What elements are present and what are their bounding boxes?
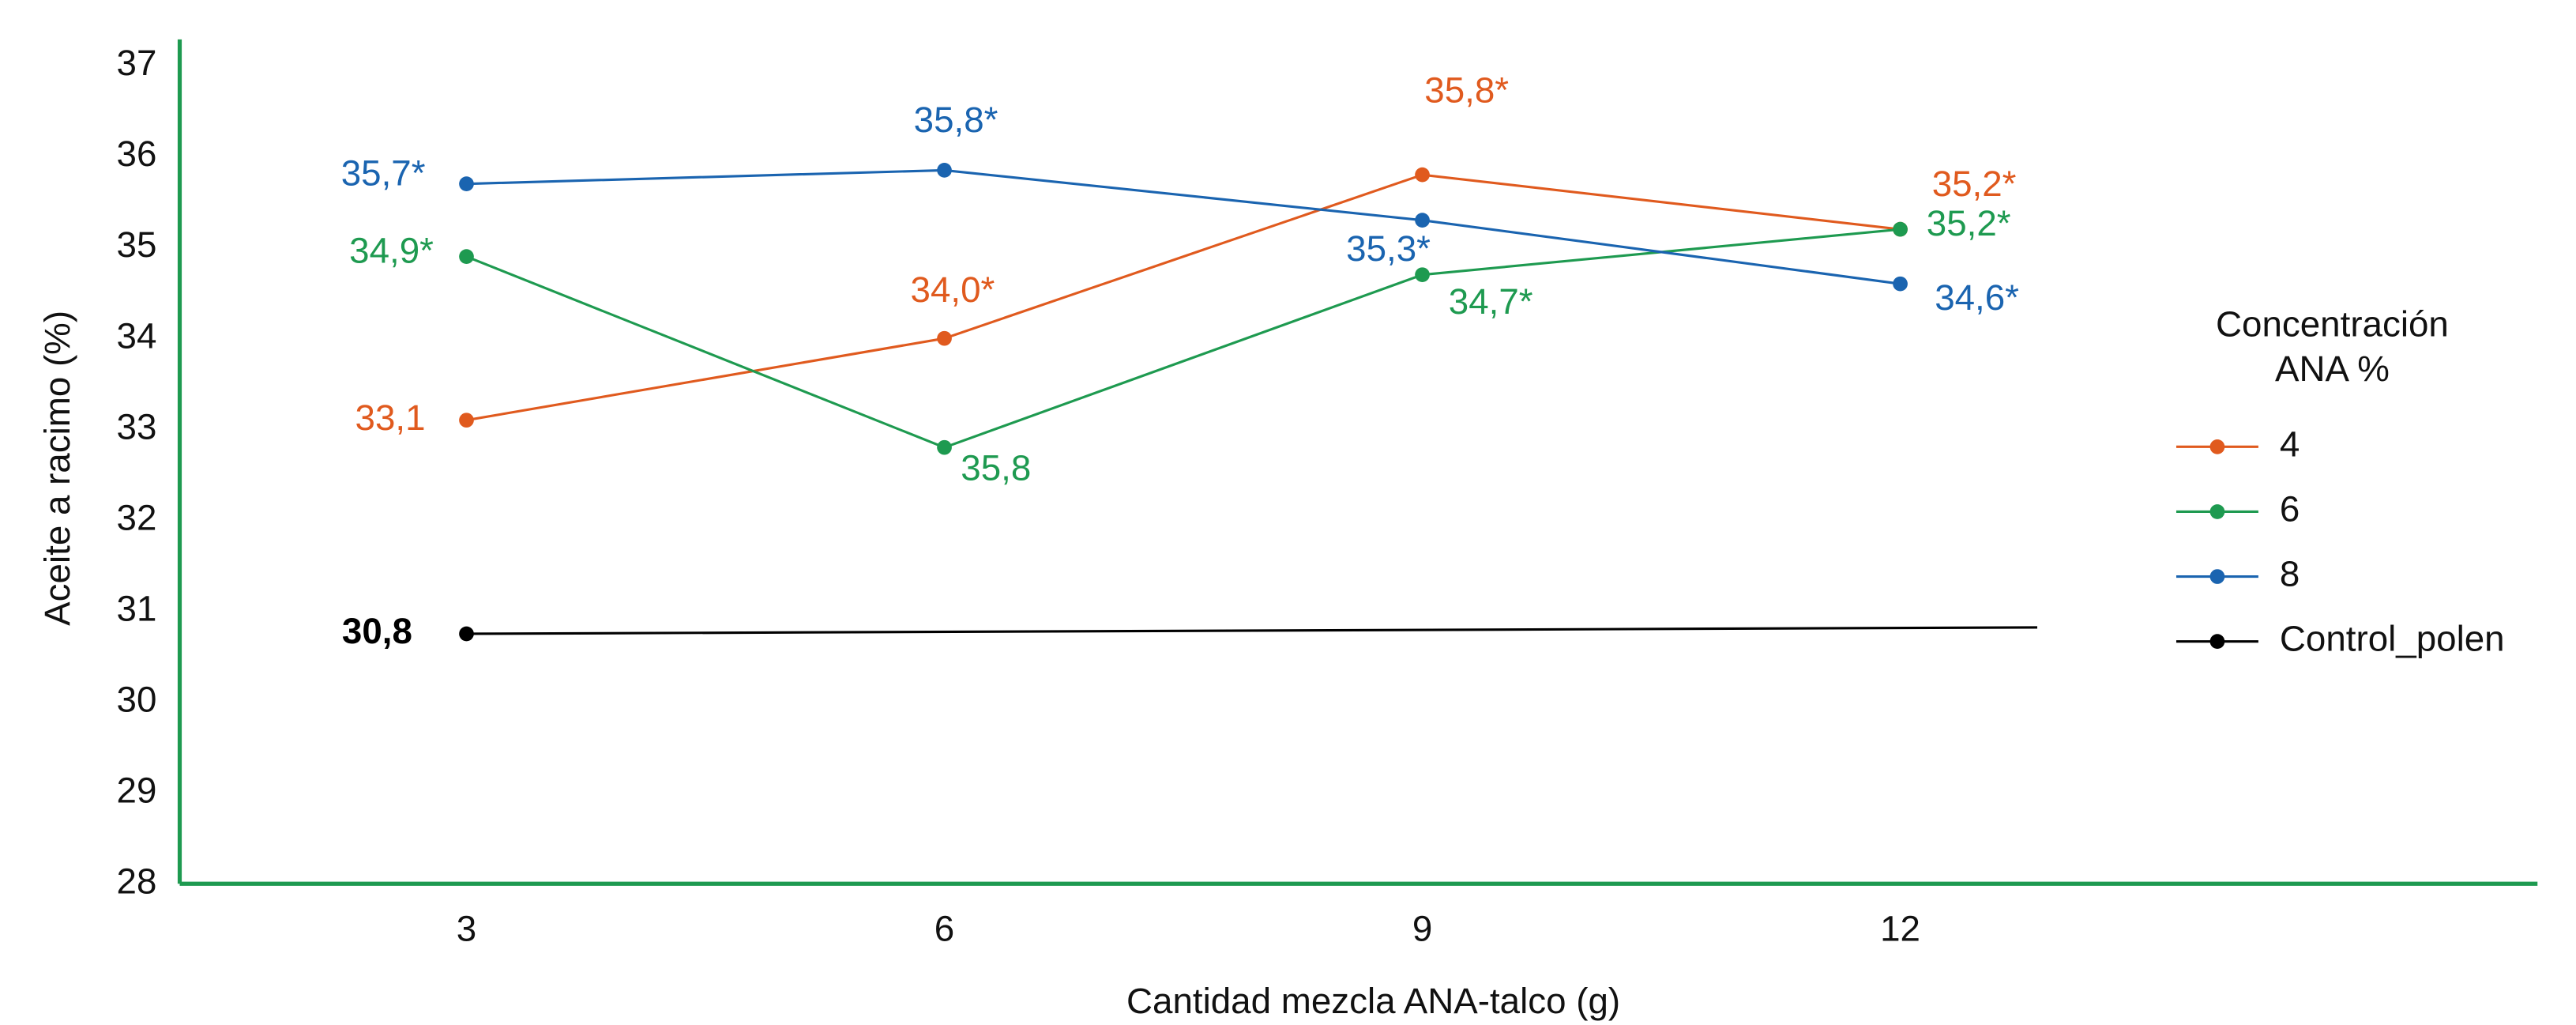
legend-marker <box>2209 439 2225 454</box>
y-tick-label: 28 <box>117 861 157 901</box>
data-point <box>459 413 474 428</box>
data-point <box>937 439 952 455</box>
data-point <box>459 626 474 642</box>
legend-label: 6 <box>2280 489 2300 529</box>
data-label: 35,2* <box>1932 164 2017 204</box>
y-tick-label: 37 <box>117 43 157 83</box>
data-label: 34,0* <box>911 269 995 310</box>
legend-label: 8 <box>2280 554 2300 594</box>
series-line <box>466 173 1901 422</box>
y-tick-label: 34 <box>117 315 157 356</box>
data-label: 34,6* <box>1935 277 2019 318</box>
data-label: 35,7* <box>341 153 426 193</box>
x-tick-label: 6 <box>935 909 954 949</box>
legend-title: ANA % <box>2275 349 2390 389</box>
data-point <box>937 330 952 346</box>
data-point <box>1893 276 1908 292</box>
y-tick-label: 33 <box>117 406 157 447</box>
data-point <box>459 249 474 265</box>
legend-marker <box>2209 634 2225 650</box>
data-label: 33,1 <box>355 398 426 438</box>
data-point <box>1415 167 1430 183</box>
data-label: 35,8 <box>961 447 1031 488</box>
data-point <box>1893 221 1908 237</box>
y-tick-label: 36 <box>117 134 157 174</box>
y-tick-label: 29 <box>117 770 157 810</box>
x-tick-label: 12 <box>1880 909 1920 949</box>
y-tick-label: 30 <box>117 679 157 719</box>
data-label: 35,2* <box>1927 203 2011 243</box>
legend-marker <box>2209 569 2225 584</box>
legend-title: Concentración <box>2216 304 2449 345</box>
data-point <box>459 176 474 192</box>
data-label: 30,8 <box>342 611 412 651</box>
legend-label: Control_polen <box>2280 619 2505 659</box>
x-axis-label: Cantidad mezcla ANA-talco (g) <box>1126 981 1620 1021</box>
data-label: 35,3* <box>1346 228 1431 269</box>
y-axis-label: Aceite a racimo (%) <box>37 311 77 626</box>
y-tick-label: 31 <box>117 588 157 628</box>
series-line <box>465 228 1901 449</box>
legend-label: 4 <box>2280 424 2300 464</box>
data-point <box>937 163 952 178</box>
series-line <box>466 168 1901 285</box>
x-tick-label: 3 <box>457 909 476 949</box>
data-label: 34,7* <box>1449 281 1533 322</box>
x-tick-label: 9 <box>1412 909 1432 949</box>
data-label: 34,9* <box>349 231 434 271</box>
series-line <box>466 626 2038 635</box>
y-tick-label: 32 <box>117 497 157 537</box>
data-label: 35,8* <box>1424 70 1509 110</box>
data-label: 35,8* <box>914 100 998 140</box>
legend-marker <box>2209 504 2225 519</box>
y-tick-label: 35 <box>117 224 157 265</box>
data-point <box>1415 213 1430 228</box>
data-point <box>1415 267 1430 283</box>
